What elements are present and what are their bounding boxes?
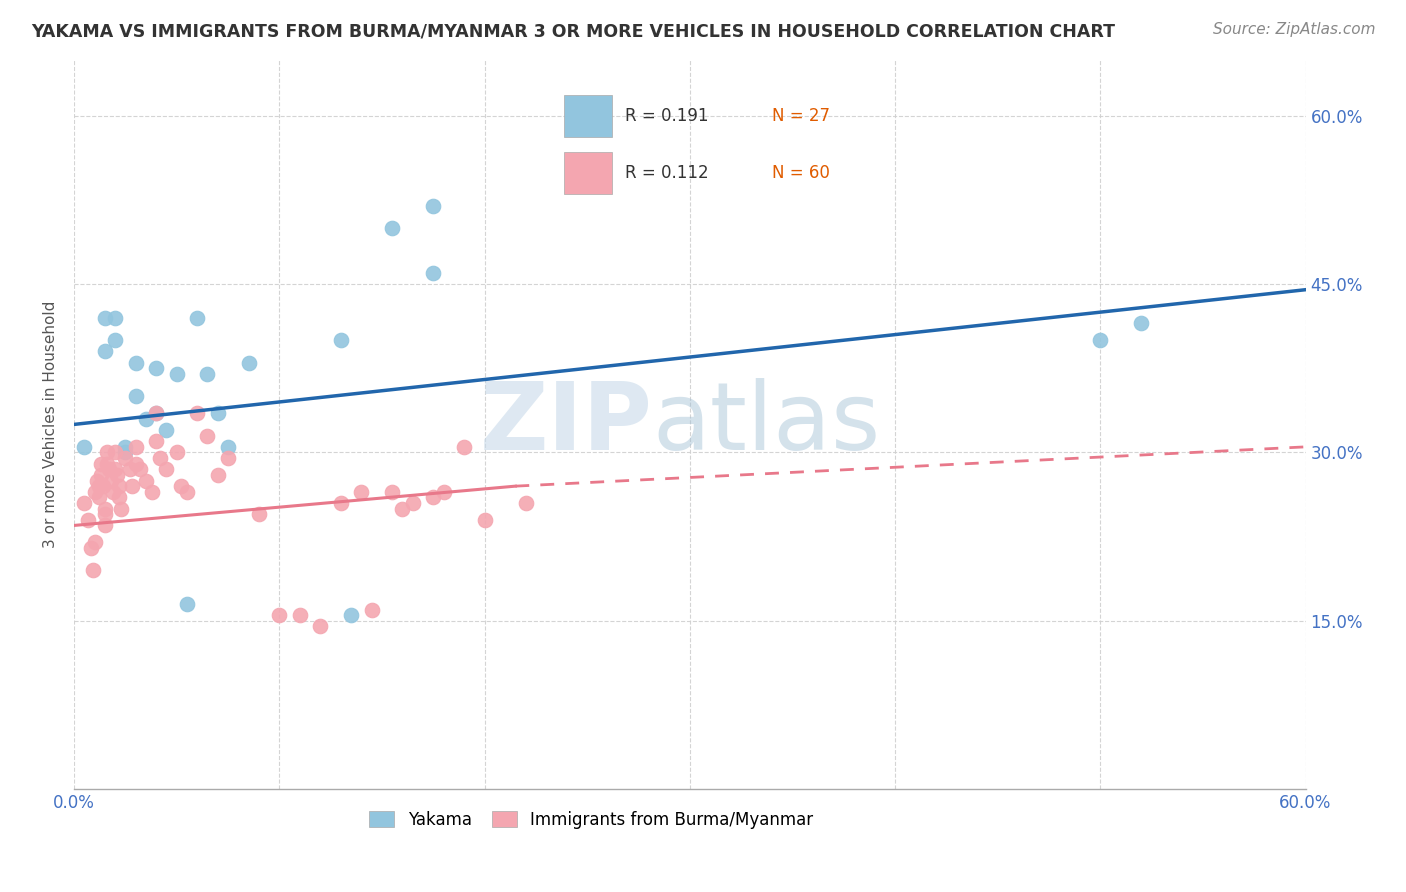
Point — [350, 484, 373, 499]
Point — [176, 597, 198, 611]
Point — [247, 507, 270, 521]
Point — [105, 467, 128, 482]
Point — [77, 513, 100, 527]
Point — [422, 491, 444, 505]
Point — [141, 484, 163, 499]
Point — [114, 451, 136, 466]
Point — [96, 457, 118, 471]
Text: YAKAMA VS IMMIGRANTS FROM BURMA/MYANMAR 3 OR MORE VEHICLES IN HOUSEHOLD CORRELAT: YAKAMA VS IMMIGRANTS FROM BURMA/MYANMAR … — [31, 22, 1115, 40]
Point — [155, 423, 177, 437]
Point — [207, 467, 229, 482]
Point — [82, 563, 104, 577]
Point — [474, 513, 496, 527]
Point — [381, 484, 404, 499]
Point — [422, 266, 444, 280]
Point — [94, 518, 117, 533]
Point — [90, 467, 112, 482]
Point — [207, 406, 229, 420]
Point — [98, 462, 121, 476]
Point — [100, 474, 122, 488]
Point — [1090, 333, 1112, 347]
Point — [87, 491, 110, 505]
Point — [309, 619, 332, 633]
Point — [87, 479, 110, 493]
Point — [135, 474, 157, 488]
Point — [145, 406, 167, 420]
Point — [197, 367, 219, 381]
Point — [145, 434, 167, 449]
Point — [96, 445, 118, 459]
Point — [391, 501, 413, 516]
Point — [108, 479, 131, 493]
Point — [166, 445, 188, 459]
Point — [453, 440, 475, 454]
Point — [238, 356, 260, 370]
Point — [381, 221, 404, 235]
Point — [94, 501, 117, 516]
Point — [217, 451, 239, 466]
Point — [166, 367, 188, 381]
Point — [79, 541, 101, 555]
Point — [145, 361, 167, 376]
Point — [104, 445, 127, 459]
Point — [217, 440, 239, 454]
Point — [145, 406, 167, 420]
Point — [186, 406, 208, 420]
Point — [73, 496, 96, 510]
Point — [94, 344, 117, 359]
Point — [91, 479, 114, 493]
Y-axis label: 3 or more Vehicles in Household: 3 or more Vehicles in Household — [44, 301, 58, 548]
Point — [128, 462, 150, 476]
Point — [340, 608, 363, 623]
Point — [73, 440, 96, 454]
Point — [104, 310, 127, 325]
Point — [186, 310, 208, 325]
Point — [114, 445, 136, 459]
Point — [114, 440, 136, 454]
Point — [269, 608, 291, 623]
Point — [422, 198, 444, 212]
Point — [170, 479, 193, 493]
Point — [360, 602, 382, 616]
Point — [149, 451, 172, 466]
Point — [124, 457, 146, 471]
Text: Source: ZipAtlas.com: Source: ZipAtlas.com — [1212, 22, 1375, 37]
Point — [86, 474, 108, 488]
Point — [90, 457, 112, 471]
Point — [124, 389, 146, 403]
Point — [124, 356, 146, 370]
Text: ZIP: ZIP — [479, 378, 652, 470]
Point — [110, 501, 132, 516]
Point — [124, 440, 146, 454]
Point — [1130, 317, 1153, 331]
Point — [197, 428, 219, 442]
Point — [108, 491, 131, 505]
Point — [329, 333, 352, 347]
Point — [515, 496, 537, 510]
Point — [288, 608, 311, 623]
Point — [176, 484, 198, 499]
Point — [104, 462, 127, 476]
Point — [118, 462, 141, 476]
Point — [155, 462, 177, 476]
Point — [83, 484, 105, 499]
Text: atlas: atlas — [652, 378, 882, 470]
Point — [83, 535, 105, 549]
Point — [432, 484, 454, 499]
Point — [135, 412, 157, 426]
Point — [121, 479, 143, 493]
Point — [94, 310, 117, 325]
Point — [329, 496, 352, 510]
Point — [402, 496, 425, 510]
Point — [104, 333, 127, 347]
Legend: Yakama, Immigrants from Burma/Myanmar: Yakama, Immigrants from Burma/Myanmar — [363, 805, 820, 836]
Point — [94, 507, 117, 521]
Point — [101, 484, 124, 499]
